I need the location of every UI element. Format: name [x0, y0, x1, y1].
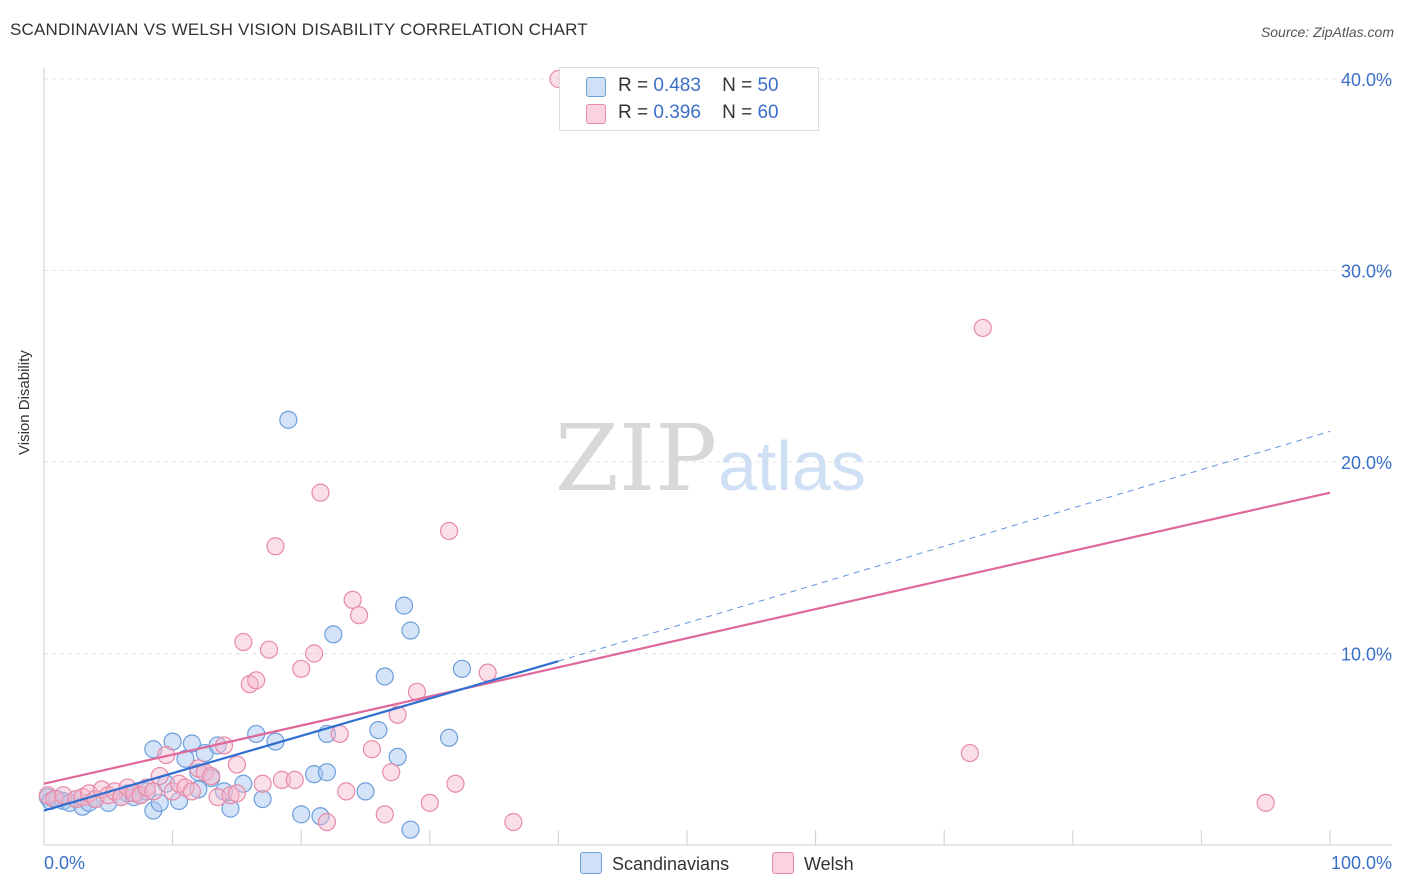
bottom-legend-swatch-blue	[580, 852, 602, 874]
scandinavian-trend-line	[43, 660, 559, 812]
welsh-point	[349, 606, 369, 625]
welsh-point	[311, 483, 330, 502]
welsh-point	[420, 793, 439, 812]
welsh-point	[272, 770, 292, 789]
series-welsh	[38, 69, 1275, 832]
watermark-zip: ZIP	[555, 405, 717, 512]
axes	[43, 68, 1392, 846]
welsh-point	[285, 770, 304, 789]
welsh-point	[362, 740, 382, 759]
welsh-point	[221, 786, 240, 805]
bottom-legend-welsh: Welsh	[772, 852, 854, 875]
legend-n-value: 60	[757, 102, 779, 123]
legend-text: R = 0.396 N = 60	[618, 102, 779, 124]
legend-n-label: N =	[722, 102, 753, 123]
welsh-point	[973, 318, 992, 338]
y-tick-label: 10.0%	[1341, 645, 1392, 665]
welsh-point	[382, 763, 401, 782]
welsh-point	[144, 782, 163, 801]
welsh-point	[960, 743, 980, 763]
y-axis-label: Vision Disability	[16, 350, 33, 455]
tick-labels: 10.0% 20.0% 30.0% 40.0% 0.0% 100.0%	[44, 70, 1392, 873]
welsh-point	[1256, 793, 1275, 812]
scandinavian-point	[221, 799, 240, 818]
welsh-point	[259, 640, 279, 659]
source-label: Source: ZipAtlas.com	[1260, 24, 1394, 40]
bottom-legend-swatch-pink	[772, 852, 794, 874]
legend-r-label: R =	[618, 102, 649, 123]
welsh-point	[478, 663, 497, 682]
welsh-point	[202, 766, 221, 786]
welsh-point	[504, 812, 523, 832]
y-tick-label: 40.0%	[1341, 70, 1392, 90]
welsh-point	[182, 782, 201, 801]
welsh-point	[330, 724, 349, 744]
scandinavian-point	[176, 749, 195, 768]
scandinavian-point	[292, 805, 311, 824]
legend-swatch-pink	[586, 104, 606, 124]
scandinavian-point	[324, 625, 343, 644]
x-tick-label: 0.0%	[44, 853, 85, 873]
legend-r-value: 0.396	[653, 102, 701, 123]
legend-r-value: 0.483	[653, 75, 701, 96]
trend-lines	[43, 430, 1331, 812]
welsh-point	[388, 705, 407, 724]
bottom-legend-label: Scandinavians	[612, 854, 730, 874]
watermark-atlas: atlas	[718, 427, 866, 505]
welsh-point	[227, 784, 246, 803]
bottom-legend-label: Welsh	[804, 854, 854, 874]
welsh-point	[343, 590, 362, 609]
y-tick-label: 30.0%	[1341, 262, 1392, 282]
welsh-point	[439, 521, 459, 541]
y-tick-label: 20.0%	[1341, 453, 1392, 473]
chart-title: SCANDINAVIAN VS WELSH VISION DISABILITY …	[10, 20, 588, 39]
welsh-point	[317, 812, 337, 832]
welsh-point	[227, 755, 246, 774]
scandinavian-point	[356, 782, 375, 801]
welsh-point	[253, 774, 272, 793]
legend-n-value: 50	[757, 75, 779, 96]
scandinavian-point	[439, 728, 459, 747]
welsh-point	[247, 671, 266, 690]
scandinavian-point	[317, 763, 337, 782]
welsh-point	[446, 774, 465, 793]
legend-text: R = 0.483 N = 50	[618, 75, 779, 97]
legend: R = 0.483 N = 50 R = 0.396 N = 60	[559, 67, 819, 131]
welsh-point	[375, 805, 394, 824]
scandinavian-point	[182, 734, 201, 753]
welsh-point	[292, 659, 311, 678]
bottom-legend-scandinavians: Scandinavians	[580, 852, 729, 875]
scandinavian-point	[375, 667, 394, 686]
scandinavian-point	[394, 596, 414, 615]
scandinavian-point	[452, 659, 472, 678]
welsh-trend-line	[43, 491, 1331, 785]
welsh-point	[234, 632, 253, 652]
legend-r-label: R =	[618, 75, 649, 96]
scandinavian-point	[253, 789, 272, 809]
scandinavian-point	[388, 747, 407, 767]
scandinavian-point	[401, 820, 420, 839]
grid	[44, 78, 1392, 654]
legend-swatch-blue	[586, 77, 606, 97]
legend-n-label: N =	[722, 75, 753, 96]
watermark: ZIP atlas	[555, 405, 866, 512]
scandinavian-point	[279, 410, 298, 429]
welsh-point	[266, 537, 285, 556]
scandinavian-point	[401, 621, 420, 640]
series-scandinavians	[38, 410, 472, 839]
scandinavian-trend-extension	[558, 430, 1331, 662]
welsh-point	[337, 782, 356, 801]
welsh-point	[304, 644, 324, 663]
scandinavian-point	[150, 793, 169, 812]
scandinavian-point	[234, 774, 253, 793]
x-tick-label: 100.0%	[1331, 853, 1392, 873]
scandinavian-point	[369, 720, 388, 740]
